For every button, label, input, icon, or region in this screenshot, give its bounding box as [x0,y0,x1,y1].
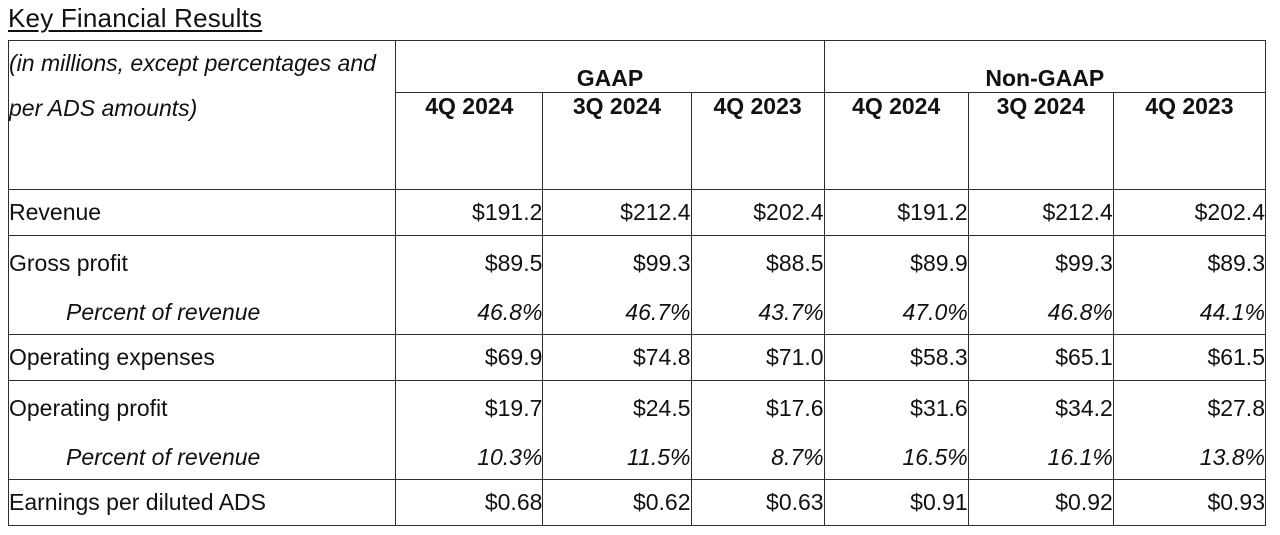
quarter-header-row: 4Q 2024 3Q 2024 4Q 2023 4Q 2024 3Q 2024 4Q 20… [9,92,1267,190]
cell-earnings-per-diluted-ads-4: $0.92 [967,479,1114,526]
cell-revenue-1: $212.4 [542,189,692,236]
table-row-revenue: Revenue $191.2 $212.4 $202.4 $191.2 $212.4 $20… [7,189,1267,236]
page-title: Key Financial Results [8,3,263,33]
table-row-percent-of-revenue: Percent of revenue 46.8% 46.7% 43.7% 47.0% 46… [7,290,1267,335]
cell-percent-of-revenue-4: 46.8% [967,290,1114,335]
row-label: Operating expenses [7,334,397,381]
table-row-percent-of-revenue: Percent of revenue 10.3% 11.5% 8.7% 16.5% 16.… [7,435,1267,480]
cell-operating-profit-3: $31.6 [823,380,969,436]
cell-operating-profit-4: $34.2 [967,380,1114,436]
table-row-gross-profit: Gross profit $89.5 $99.3 $88.5 $89.9 $99.3 $89… [7,235,1267,291]
row-label: Revenue [7,189,397,236]
row-label: Operating profit [7,380,397,436]
group-header-gaap: GAAP [395,40,825,93]
cell-percent-of-revenue-3: 47.0% [823,290,969,335]
cell-operating-profit-0: $19.7 [395,380,544,436]
cell-operating-expenses-4: $65.1 [967,334,1114,381]
column-header-gaap-3q-2024: 3Q 2024 [542,92,692,190]
cell-percent-of-revenue-5: 13.8% [1112,435,1267,480]
cell-percent-of-revenue-1: 11.5% [542,435,692,480]
cell-percent-of-revenue-2: 8.7% [690,435,825,480]
cell-gross-profit-5: $89.3 [1112,235,1267,291]
column-header-non-gaap-4q-2023: 4Q 2023 [1112,92,1267,190]
table-row-earnings-per-diluted-ads: Earnings per diluted ADS $0.68 $0.62 $0.63 $… [7,479,1267,526]
cell-gross-profit-0: $89.5 [395,235,544,291]
cell-operating-expenses-5: $61.5 [1112,334,1267,381]
cell-revenue-0: $191.2 [395,189,544,236]
cell-operating-expenses-1: $74.8 [542,334,692,381]
row-label: Earnings per diluted ADS [7,479,397,526]
cell-gross-profit-4: $99.3 [967,235,1114,291]
cell-percent-of-revenue-0: 46.8% [395,290,544,335]
row-label: Gross profit [7,235,397,291]
table-corner-note: (in millions, except percentages and per… [7,40,397,190]
cell-revenue-2: $202.4 [690,189,825,236]
cell-percent-of-revenue-1: 46.7% [542,290,692,335]
cell-gross-profit-3: $89.9 [823,235,969,291]
table-row-operating-profit: Operating profit $19.7 $24.5 $17.6 $31.6 $34.… [7,380,1267,436]
cell-percent-of-revenue-4: 16.1% [967,435,1114,480]
table-row-operating-expenses: Operating expenses $69.9 $74.8 $71.0 $58.3 $6… [7,334,1267,381]
cell-percent-of-revenue-3: 16.5% [823,435,969,480]
cell-operating-expenses-2: $71.0 [690,334,825,381]
cell-operating-expenses-3: $58.3 [823,334,969,381]
cell-gross-profit-2: $88.5 [690,235,825,291]
cell-earnings-per-diluted-ads-2: $0.63 [690,479,825,526]
cell-operating-profit-5: $27.8 [1112,380,1267,436]
column-header-gaap-4q-2024: 4Q 2024 [395,92,544,190]
cell-operating-profit-2: $17.6 [690,380,825,436]
row-label: Percent of revenue [7,290,397,335]
financial-results-table: (in millions, except percentages and per… [7,40,1267,526]
cell-percent-of-revenue-2: 43.7% [690,290,825,335]
column-header-non-gaap-4q-2024: 4Q 2024 [823,92,969,190]
group-header-row: (in millions, except percentages and per… [7,40,1267,190]
row-label: Percent of revenue [7,435,397,480]
cell-earnings-per-diluted-ads-1: $0.62 [542,479,692,526]
cell-earnings-per-diluted-ads-3: $0.91 [823,479,969,526]
column-header-non-gaap-3q-2024: 3Q 2024 [967,92,1114,190]
cell-revenue-4: $212.4 [967,189,1114,236]
cell-earnings-per-diluted-ads-5: $0.93 [1112,479,1267,526]
cell-gross-profit-1: $99.3 [542,235,692,291]
cell-earnings-per-diluted-ads-0: $0.68 [395,479,544,526]
cell-revenue-3: $191.2 [823,189,969,236]
cell-operating-profit-1: $24.5 [542,380,692,436]
column-header-gaap-4q-2023: 4Q 2023 [690,92,825,190]
cell-operating-expenses-0: $69.9 [395,334,544,381]
cell-revenue-5: $202.4 [1112,189,1267,236]
group-header-non-gaap: Non-GAAP [823,40,1267,93]
cell-percent-of-revenue-0: 10.3% [395,435,544,480]
cell-percent-of-revenue-5: 44.1% [1112,290,1267,335]
